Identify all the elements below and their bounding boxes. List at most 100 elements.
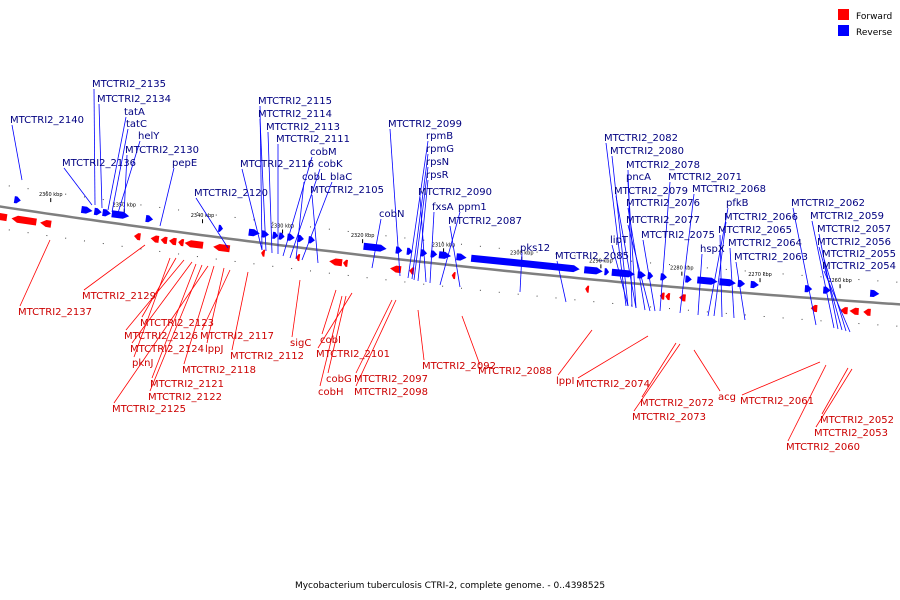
forward-gene-arrow bbox=[810, 304, 818, 313]
reverse-gene-label: MTCTRI2_2090 bbox=[418, 187, 492, 198]
reverse-gene-label: MTCTRI2_2105 bbox=[310, 185, 384, 196]
forward-gene-label: MTCTRI2_2098 bbox=[354, 387, 428, 398]
legend: Forward Reverse bbox=[838, 9, 893, 38]
forward-gene-label-leader bbox=[557, 329, 593, 376]
reverse-gene-arrow bbox=[660, 273, 667, 281]
forward-gene-arrow bbox=[11, 215, 37, 226]
reverse-gene-arrow bbox=[308, 236, 315, 244]
reverse-gene-label: MTCTRI2_2068 bbox=[692, 184, 766, 195]
forward-gene-arrow bbox=[585, 285, 590, 293]
reverse-gene-label: MTCTRI2_2136 bbox=[62, 158, 136, 169]
reverse-gene-label-leader bbox=[605, 142, 627, 307]
reverse-gene-label-leader bbox=[123, 154, 128, 216]
reverse-gene-arrow bbox=[604, 268, 610, 276]
forward-gene-label-leader bbox=[83, 244, 146, 291]
reverse-gene-label: MTCTRI2_2120 bbox=[194, 188, 268, 199]
forward-gene-arrow bbox=[343, 259, 348, 267]
reverse-gene-label-leader bbox=[411, 153, 429, 280]
reverse-gene-label-leader bbox=[556, 260, 567, 303]
forward-gene-label: MTCTRI2_2092 bbox=[422, 361, 496, 372]
forward-gene-label: MTCTRI2_2117 bbox=[200, 331, 274, 342]
reverse-gene-arrow bbox=[218, 224, 223, 232]
reverse-gene-label-leader bbox=[713, 221, 727, 317]
reverse-gene-label: MTCTRI2_2085 bbox=[555, 251, 629, 262]
reverse-gene-arrow bbox=[102, 209, 111, 217]
forward-gene-label-leader bbox=[151, 263, 197, 379]
reverse-gene-label: MTCTRI2_2079 bbox=[614, 186, 688, 197]
forward-gene-label: MTCTRI2_2112 bbox=[230, 351, 304, 362]
reverse-gene-label-leader bbox=[259, 118, 267, 252]
reverse-gene-label-leader bbox=[823, 258, 847, 332]
reverse-gene-label: MTCTRI2_2113 bbox=[266, 122, 340, 133]
legend-reverse-swatch bbox=[838, 25, 849, 36]
reverse-gene-label: MTCTRI2_2065 bbox=[718, 225, 792, 236]
forward-gene-label-leader bbox=[19, 239, 51, 307]
reverse-gene-label: MTCTRI2_2082 bbox=[604, 133, 678, 144]
reverse-gene-label: MTCTRI2_2078 bbox=[626, 160, 700, 171]
forward-gene-label: cobG bbox=[326, 374, 352, 385]
reverse-gene-label: lipT bbox=[610, 235, 629, 246]
forward-gene-label: MTCTRI2_2072 bbox=[640, 398, 714, 409]
forward-gene-label: cobH bbox=[318, 387, 343, 398]
forward-gene-label-leader bbox=[133, 257, 171, 358]
reverse-gene-label-leader bbox=[729, 247, 735, 319]
reverse-gene-label: MTCTRI2_2087 bbox=[448, 216, 522, 227]
reverse-gene-arrow bbox=[363, 242, 387, 252]
forward-gene-label: MTCTRI2_2126 bbox=[124, 331, 198, 342]
forward-gene-label-leader bbox=[291, 279, 301, 338]
reverse-gene-label-leader bbox=[627, 224, 651, 312]
reverse-gene-label-leader bbox=[371, 218, 382, 269]
forward-gene-label: MTCTRI2_2118 bbox=[182, 365, 256, 376]
reverse-gene-label-leader bbox=[267, 131, 273, 254]
legend-forward-label: Forward bbox=[856, 12, 892, 22]
forward-gene-arrow bbox=[863, 308, 871, 316]
forward-gene-label: MTCTRI2_2121 bbox=[150, 379, 224, 390]
reverse-gene-label-leader bbox=[241, 168, 263, 251]
forward-gene-arrow bbox=[659, 292, 665, 300]
map-caption: Mycobacterium tuberculosis CTRI-2, compl… bbox=[295, 581, 605, 591]
reverse-gene-label-leader bbox=[311, 194, 319, 264]
reverse-gene-label: MTCTRI2_2054 bbox=[822, 261, 896, 272]
reverse-gene-label: rpmG bbox=[426, 144, 454, 155]
reverse-gene-label: MTCTRI2_2066 bbox=[724, 212, 798, 223]
tick-label: 2270 kbp bbox=[748, 272, 772, 278]
reverse-gene-arrow bbox=[395, 246, 403, 254]
reverse-gene-label: MTCTRI2_2130 bbox=[125, 145, 199, 156]
forward-gene-label-leader bbox=[183, 265, 215, 365]
reverse-gene-arrow bbox=[697, 276, 718, 285]
reverse-gene-label-leader bbox=[295, 181, 305, 260]
reverse-gene-label-leader bbox=[627, 181, 637, 309]
reverse-gene-label-leader bbox=[419, 196, 427, 283]
forward-gene-label: MTCTRI2_2101 bbox=[316, 349, 390, 360]
legend-forward-swatch bbox=[838, 9, 849, 20]
tick-label: 2310 kbp bbox=[432, 242, 456, 248]
reverse-gene-label: MTCTRI2_2063 bbox=[734, 252, 808, 263]
reverse-gene-label: ppm1 bbox=[458, 202, 487, 213]
reverse-gene-label-leader bbox=[111, 128, 129, 213]
reverse-gene-label-leader bbox=[413, 166, 429, 281]
reverse-gene-label-leader bbox=[417, 179, 429, 282]
forward-gene-label-leader bbox=[327, 295, 347, 374]
reverse-gene-label-leader bbox=[697, 253, 703, 316]
reverse-gene-label: MTCTRI2_2099 bbox=[388, 119, 462, 130]
reverse-gene-label-leader bbox=[642, 239, 656, 312]
tick-label: 2330 kbp bbox=[271, 223, 295, 229]
reverse-gene-label-leader bbox=[407, 140, 429, 279]
reverse-gene-label: MTCTRI2_2056 bbox=[817, 237, 891, 248]
forward-gene-arrow bbox=[150, 235, 160, 243]
forward-gene-arrow bbox=[40, 220, 52, 228]
gene-labels: MTCTRI2_2140 MTCTRI2_2135 MTCTRI2_2134 tatA… bbox=[10, 79, 896, 453]
reverse-gene-arrow bbox=[272, 231, 279, 239]
reverse-gene-label: blaC bbox=[330, 172, 352, 183]
forward-gene-arrow bbox=[390, 265, 402, 274]
gene-arrows bbox=[0, 196, 880, 316]
forward-gene-label-leader bbox=[355, 299, 397, 387]
forward-gene-label-leader bbox=[633, 343, 681, 412]
reverse-gene-label: MTCTRI2_2057 bbox=[817, 224, 891, 235]
reverse-gene-label-leader bbox=[615, 195, 637, 309]
forward-gene-arrow bbox=[213, 244, 231, 253]
forward-gene-label-leader bbox=[641, 342, 677, 398]
legend-reverse-label: Reverse bbox=[856, 28, 893, 38]
reverse-gene-label: hspX bbox=[700, 244, 725, 255]
